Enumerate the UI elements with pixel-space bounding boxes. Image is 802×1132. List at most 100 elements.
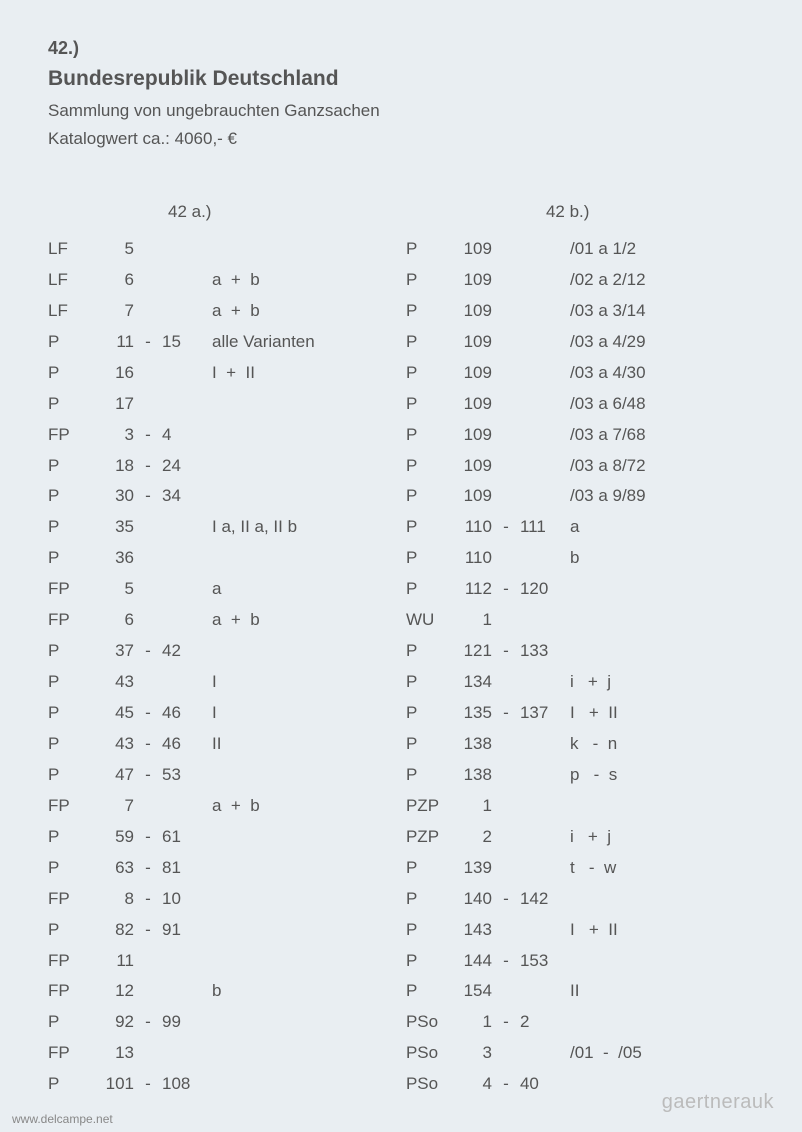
- table-row: P109/03 a 4/29: [406, 327, 754, 358]
- row-sep: -: [134, 822, 162, 853]
- row-prefix: P: [406, 234, 450, 265]
- table-row: P59-61: [48, 822, 406, 853]
- table-row: P154II: [406, 976, 754, 1007]
- row-note: i + j: [562, 667, 611, 698]
- row-num2: 61: [162, 822, 204, 853]
- row-num2: 34: [162, 481, 204, 512]
- row-sep: [134, 296, 162, 327]
- row-num1: 140: [450, 884, 492, 915]
- row-sep: -: [492, 698, 520, 729]
- row-num2: 53: [162, 760, 204, 791]
- row-prefix: FP: [48, 976, 92, 1007]
- row-num1: 17: [92, 389, 134, 420]
- row-num1: 47: [92, 760, 134, 791]
- row-note: alle Varianten: [204, 327, 315, 358]
- row-sep: [492, 976, 520, 1007]
- row-num2: [520, 265, 562, 296]
- row-sep: [492, 265, 520, 296]
- row-sep: [492, 915, 520, 946]
- row-prefix: FP: [48, 791, 92, 822]
- row-num1: 82: [92, 915, 134, 946]
- row-prefix: P: [48, 667, 92, 698]
- row-prefix: P: [406, 543, 450, 574]
- row-prefix: P: [48, 822, 92, 853]
- row-num1: 12: [92, 976, 134, 1007]
- row-prefix: P: [48, 481, 92, 512]
- row-prefix: P: [48, 760, 92, 791]
- table-row: P139t - w: [406, 853, 754, 884]
- row-prefix: P: [48, 358, 92, 389]
- row-sep: [134, 512, 162, 543]
- row-note: [204, 760, 212, 791]
- row-note: [562, 946, 570, 977]
- row-note: I + II: [562, 915, 618, 946]
- row-sep: [492, 543, 520, 574]
- row-note: II: [562, 976, 579, 1007]
- row-note: a + b: [204, 296, 260, 327]
- column-b-rows: P109/01 a 1/2P109/02 a 2/12P109/03 a 3/1…: [406, 234, 754, 1100]
- row-num2: 4: [162, 420, 204, 451]
- row-note: [562, 1069, 570, 1100]
- row-num1: 63: [92, 853, 134, 884]
- row-num2: [520, 451, 562, 482]
- row-prefix: P: [406, 636, 450, 667]
- row-num1: 144: [450, 946, 492, 977]
- table-row: P17: [48, 389, 406, 420]
- row-sep: -: [492, 512, 520, 543]
- row-num2: 91: [162, 915, 204, 946]
- table-row: P37-42: [48, 636, 406, 667]
- row-num1: 30: [92, 481, 134, 512]
- row-num2: [520, 976, 562, 1007]
- row-prefix: P: [406, 946, 450, 977]
- table-row: FP11: [48, 946, 406, 977]
- row-num2: [520, 327, 562, 358]
- row-prefix: PSo: [406, 1038, 450, 1069]
- table-row: PZP2i + j: [406, 822, 754, 853]
- row-num2: [520, 667, 562, 698]
- row-prefix: P: [406, 451, 450, 482]
- row-sep: -: [134, 698, 162, 729]
- table-row: P92-99: [48, 1007, 406, 1038]
- row-num1: 7: [92, 296, 134, 327]
- row-num2: [162, 574, 204, 605]
- row-num2: 24: [162, 451, 204, 482]
- table-row: PSo1-2: [406, 1007, 754, 1038]
- table-row: P109/02 a 2/12: [406, 265, 754, 296]
- row-prefix: FP: [48, 946, 92, 977]
- row-sep: [492, 481, 520, 512]
- row-note: [204, 543, 212, 574]
- row-num1: 2: [450, 822, 492, 853]
- row-sep: [492, 760, 520, 791]
- row-num1: 8: [92, 884, 134, 915]
- row-num1: 109: [450, 296, 492, 327]
- row-sep: [492, 358, 520, 389]
- watermark-text: gaertnerauk: [662, 1091, 774, 1114]
- row-note: [562, 884, 570, 915]
- row-num2: 99: [162, 1007, 204, 1038]
- row-prefix: P: [406, 265, 450, 296]
- table-row: P109/01 a 1/2: [406, 234, 754, 265]
- row-num2: [162, 234, 204, 265]
- row-sep: [492, 327, 520, 358]
- table-row: P144-153: [406, 946, 754, 977]
- row-sep: [492, 296, 520, 327]
- row-note: [562, 574, 570, 605]
- row-prefix: P: [406, 884, 450, 915]
- row-num2: 120: [520, 574, 562, 605]
- row-num1: 109: [450, 234, 492, 265]
- row-sep: [134, 791, 162, 822]
- row-sep: [492, 420, 520, 451]
- row-sep: [492, 729, 520, 760]
- table-row: FP12b: [48, 976, 406, 1007]
- row-note: I + II: [204, 358, 255, 389]
- table-row: P110-111a: [406, 512, 754, 543]
- row-num2: [162, 512, 204, 543]
- row-num2: [520, 822, 562, 853]
- row-num2: [520, 760, 562, 791]
- row-sep: -: [134, 760, 162, 791]
- row-num2: [162, 976, 204, 1007]
- row-prefix: P: [406, 327, 450, 358]
- row-num1: 6: [92, 605, 134, 636]
- row-num2: [520, 729, 562, 760]
- row-prefix: LF: [48, 296, 92, 327]
